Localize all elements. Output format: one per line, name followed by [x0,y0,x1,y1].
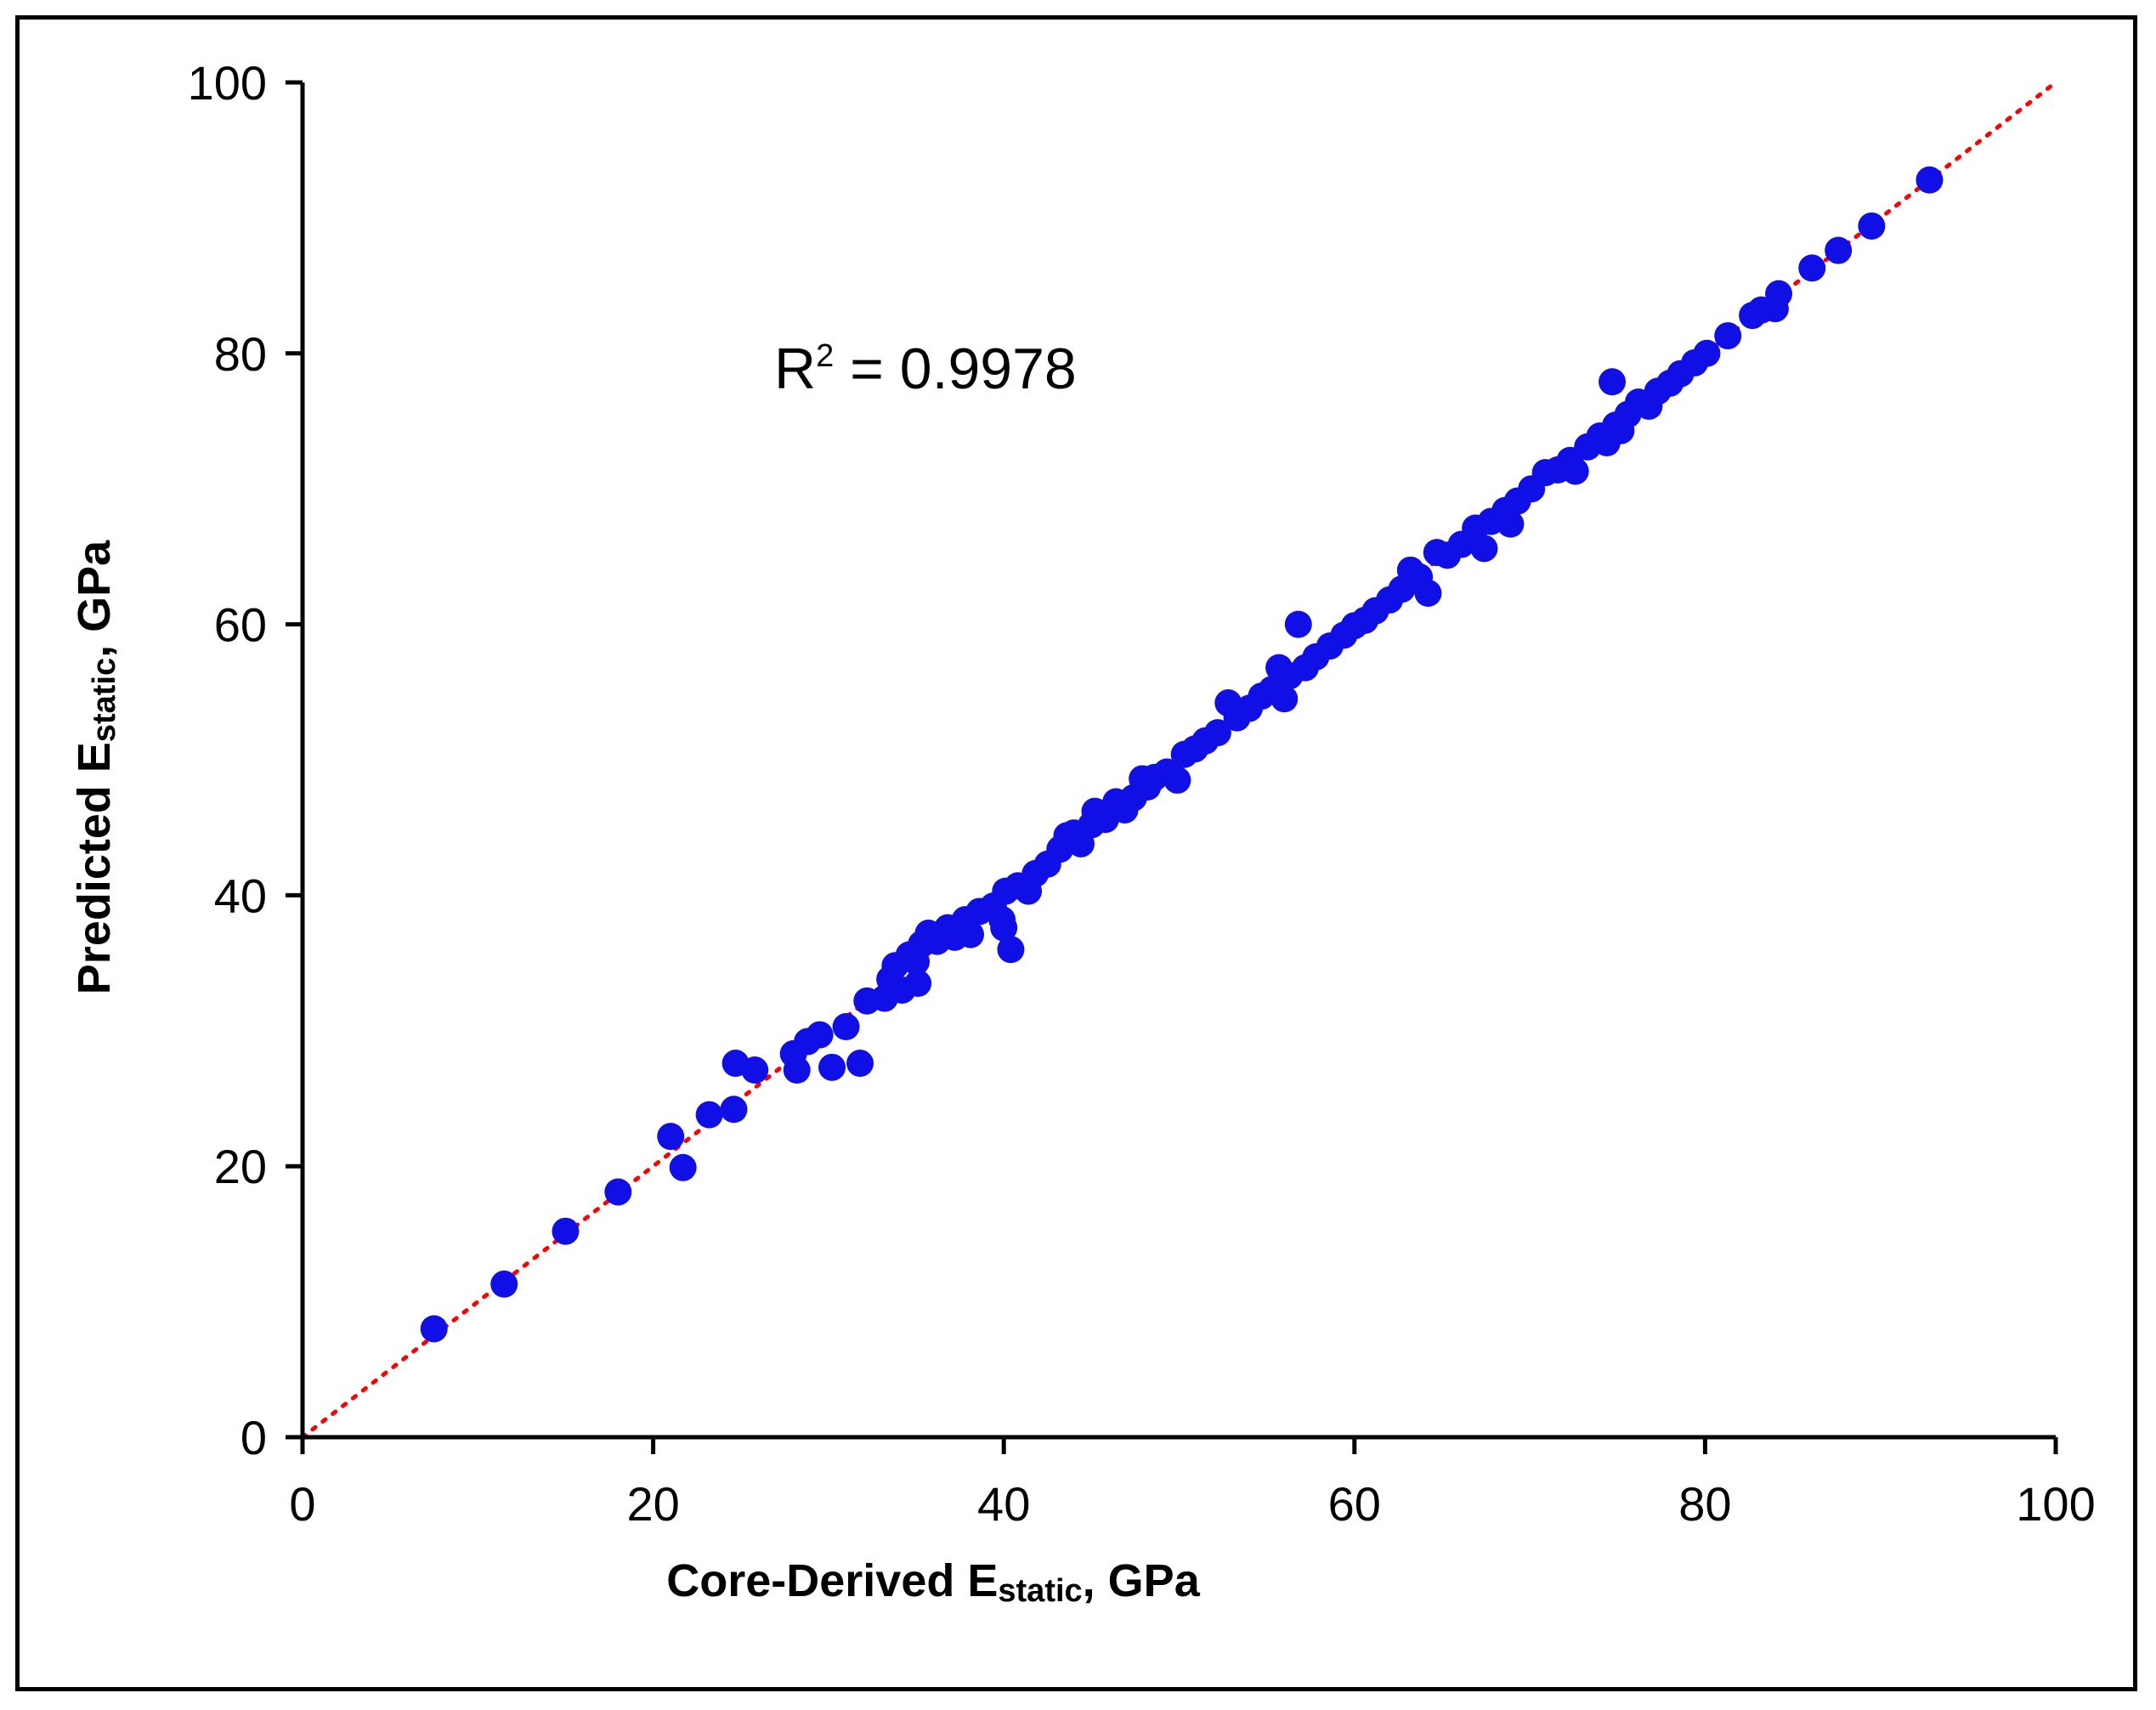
y-axis-title-subscript: static [87,658,122,742]
data-point-14 [818,1053,846,1081]
data-point-5 [669,1153,697,1181]
data-point-114 [1765,280,1793,308]
data-point-60 [1203,719,1231,747]
data-point-99 [1599,368,1627,396]
points-layer [420,166,1944,1343]
x-tick-label-0: 0 [289,1477,315,1531]
data-point-115 [1798,254,1826,282]
data-point-35 [990,914,1018,942]
data-point-95 [1561,457,1589,485]
y-tick-label-80: 80 [214,327,267,381]
data-point-16 [846,1050,874,1078]
data-point-6 [695,1101,723,1129]
data-point-81 [1414,579,1442,607]
x-ticks: 0 20 40 60 80 100 [289,1437,2096,1531]
data-point-37 [997,936,1025,964]
x-tick-label-40: 40 [977,1477,1030,1531]
y-tick-label-40: 40 [214,869,267,922]
data-point-1 [490,1270,518,1298]
x-axis-title-unit: , GPa [1083,1555,1201,1606]
data-point-0 [420,1315,448,1343]
scatter-chart: 0 20 40 60 80 100 0 20 40 60 80 100 R2 = 0.9978 Co… [69,56,2096,1609]
r-squared-superscript: 2 [816,338,834,374]
data-point-4 [657,1123,685,1151]
y-axis-title-main: Predicted E [69,742,120,994]
y-tick-label-100: 100 [188,56,267,110]
data-point-118 [1916,166,1944,194]
x-axis-title-main: Core-Derived E [666,1555,998,1606]
data-point-110 [1714,322,1742,350]
r-squared-annotation: R2 = 0.9978 [774,337,1077,401]
data-point-2 [552,1217,580,1245]
r-squared-value: = 0.9978 [834,337,1076,401]
data-point-86 [1470,535,1498,563]
y-tick-label-60: 60 [214,598,267,652]
x-tick-label-80: 80 [1678,1477,1731,1531]
chart-frame: 0 20 40 60 80 100 0 20 40 60 80 100 R2 = 0.9978 Co… [15,15,2137,1691]
data-point-117 [1858,212,1886,240]
y-tick-label-20: 20 [214,1140,267,1193]
x-tick-label-100: 100 [2016,1477,2095,1531]
data-point-7 [720,1096,748,1124]
data-point-31 [957,920,985,948]
data-point-56 [1163,766,1191,794]
data-point-109 [1693,339,1721,367]
data-point-69 [1284,610,1312,638]
data-point-13 [806,1021,834,1049]
data-point-3 [604,1178,632,1206]
x-axis-title: Core-Derived Estatic, GPa [666,1555,1200,1609]
data-point-24 [904,970,932,998]
r-squared-label: R [774,337,816,401]
data-point-9 [741,1056,769,1084]
y-ticks: 0 20 40 60 80 100 [188,56,303,1464]
x-tick-label-20: 20 [626,1477,679,1531]
data-point-67 [1270,685,1299,713]
y-tick-label-0: 0 [240,1411,267,1464]
data-point-89 [1497,510,1525,538]
data-point-15 [832,1013,860,1041]
x-axis-title-subscript: static [998,1573,1082,1609]
y-axis-title-unit: , GPa [69,540,120,658]
data-point-116 [1825,236,1853,264]
data-point-11 [783,1056,811,1084]
x-tick-label-60: 60 [1328,1477,1381,1531]
y-axis-title: Predicted Estatic, GPa [69,540,122,994]
